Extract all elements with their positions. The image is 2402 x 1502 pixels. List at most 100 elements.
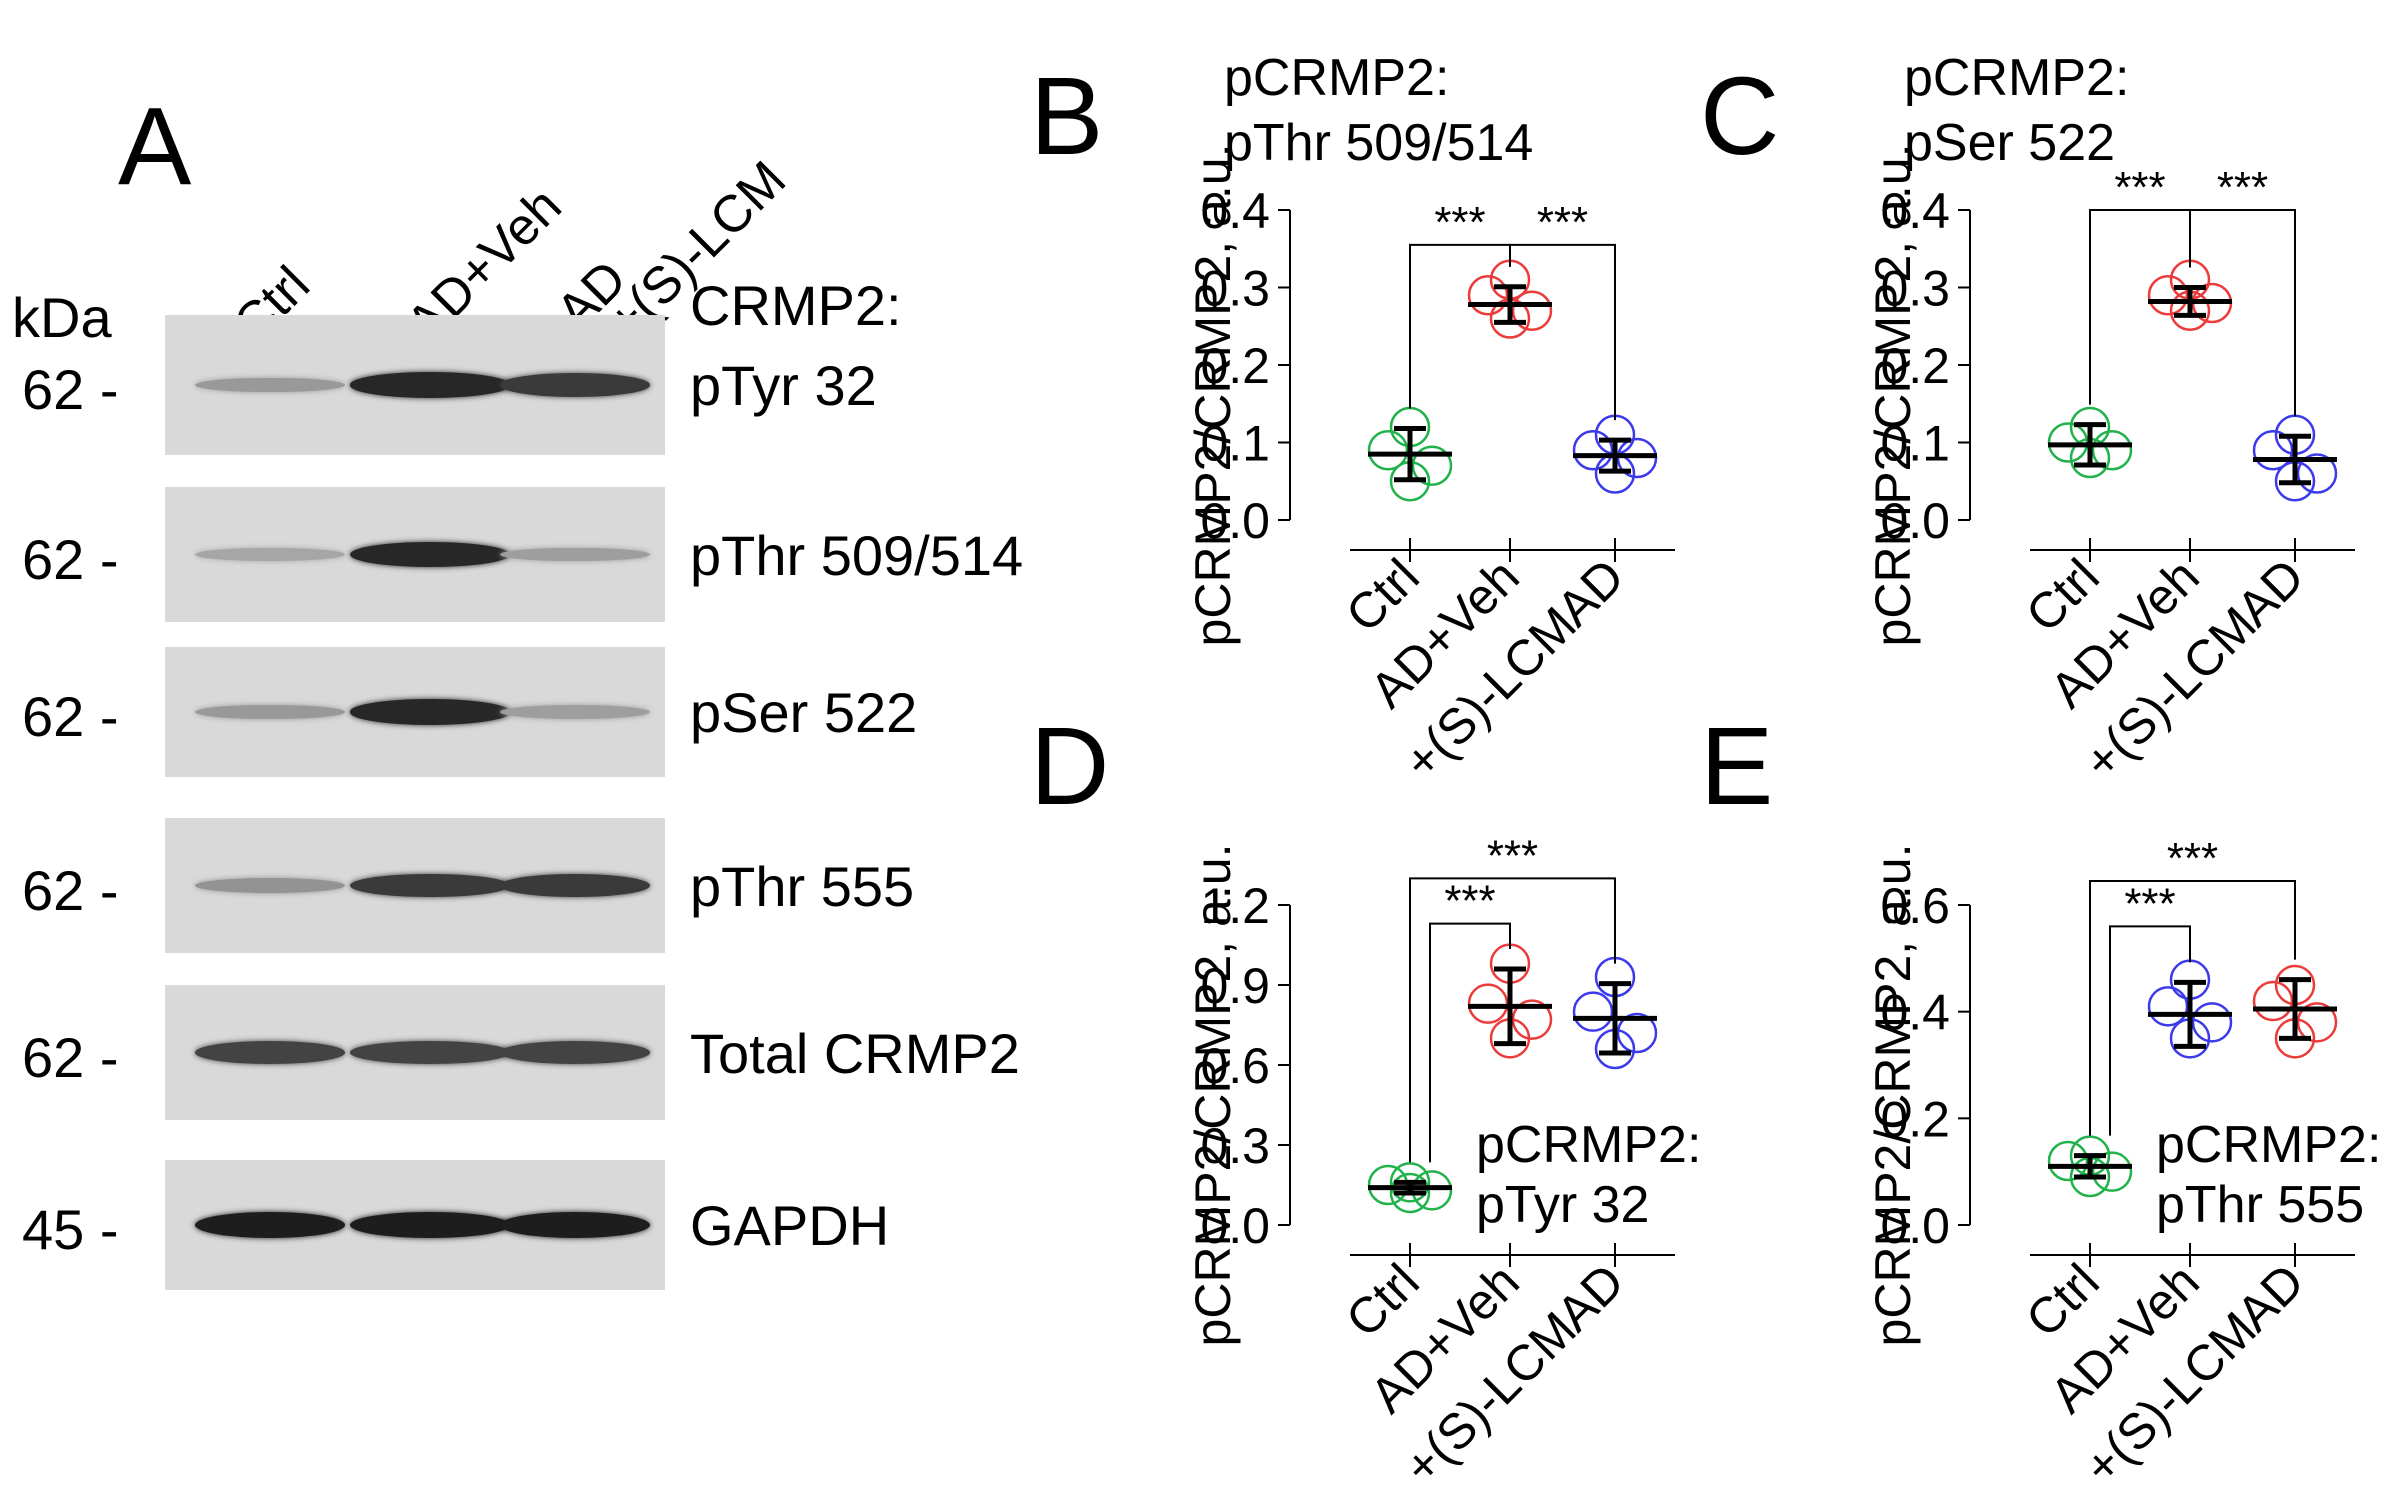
blot-band — [350, 1211, 510, 1239]
data-point — [2296, 1002, 2338, 1043]
blot-band — [195, 377, 345, 393]
blot-band — [195, 877, 345, 893]
chart-title: pCRMP2: — [1476, 1116, 1701, 1174]
chart-title: pSer 522 — [1904, 114, 2115, 172]
data-point — [1572, 991, 1614, 1032]
data-point — [1367, 430, 1409, 471]
significance-label: *** — [2124, 879, 2175, 928]
y-tick-label: 0.2 — [1200, 338, 1270, 394]
significance-bracket — [1509, 243, 1616, 421]
data-point — [1411, 445, 1453, 486]
blot-band — [350, 699, 510, 725]
data-point — [2252, 980, 2294, 1022]
data-point — [1467, 983, 1509, 1024]
chart-e: pCRMP2/CRMP2, a.u.0.00.20.40.6CtrlAD+Veh… — [1865, 834, 2381, 1495]
y-tick-label: 0.4 — [1880, 183, 1950, 239]
blot-mw-label: 62 - — [22, 527, 119, 591]
blot-band — [195, 1211, 345, 1239]
chart-title: pCRMP2: — [1904, 49, 2129, 107]
significance-bracket — [2109, 925, 2191, 1136]
blot-band — [195, 547, 345, 562]
blot-label: pSer 522 — [690, 681, 918, 744]
blot-strip — [165, 315, 665, 455]
y-tick-label: 0.6 — [1200, 1038, 1270, 1094]
blot-label: pThr 555 — [690, 854, 915, 918]
panel-label-d: D — [1030, 705, 1110, 828]
y-axis-label: pCRMP2/CRMP2, a.u. — [1865, 844, 1921, 1347]
y-tick-label: 1.2 — [1200, 878, 1270, 934]
panel-label-b: B — [1030, 55, 1104, 178]
y-tick-label: 0.1 — [1200, 416, 1270, 472]
blot-strip — [165, 487, 665, 622]
y-tick-label: 0.6 — [1880, 878, 1950, 934]
y-tick-label: 0.4 — [1200, 183, 1270, 239]
blot-label: pThr 509/514 — [690, 523, 1024, 587]
data-point — [1389, 1172, 1431, 1214]
significance-bracket — [2089, 209, 2191, 405]
y-tick-label: 0.9 — [1200, 958, 1270, 1014]
blot-strip — [165, 1160, 665, 1290]
data-point — [1511, 290, 1553, 331]
blot-band — [350, 541, 510, 568]
chart-c: pCRMP2/CRMP2, a.u.0.00.10.20.30.4CtrlAD+… — [1865, 49, 2355, 790]
data-point — [1572, 430, 1614, 471]
chart-title: pTyr 32 — [1476, 1176, 1649, 1234]
data-point — [2147, 986, 2189, 1027]
y-tick-label: 0.2 — [1880, 1091, 1950, 1147]
chart-b: pCRMP2/CRMP2, a.u.0.00.10.20.30.4CtrlAD+… — [1185, 49, 1675, 790]
blot-mw-label: 62 - — [22, 858, 119, 922]
data-point — [2147, 275, 2189, 316]
blot-label: pTyr 32 — [690, 354, 877, 417]
chart-title: pCRMP2: — [1224, 49, 1449, 107]
blot-strip — [165, 647, 665, 777]
data-point — [2296, 453, 2338, 494]
blot-band — [500, 1041, 650, 1064]
blot-band — [500, 705, 650, 719]
blot-strip — [165, 985, 665, 1120]
data-point — [1367, 1164, 1409, 1206]
data-point — [1616, 1012, 1658, 1054]
y-tick-label: 0.2 — [1880, 338, 1950, 394]
mw-unit-label: kDa — [12, 286, 112, 349]
panel-label-e: E — [1700, 705, 1774, 828]
significance-label: *** — [1537, 198, 1588, 247]
y-tick-label: 0.0 — [1880, 493, 1950, 549]
y-tick-label: 0.3 — [1200, 1118, 1270, 1174]
data-point — [2191, 1002, 2233, 1043]
blot-strip — [165, 818, 665, 953]
y-axis-label: pCRMP2/CRMP2, a.u. — [1865, 144, 1921, 647]
significance-label: *** — [2167, 834, 2218, 883]
blot-band — [195, 1041, 345, 1064]
significance-bracket — [2089, 880, 2296, 1136]
y-tick-label: 0.4 — [1880, 985, 1950, 1041]
blot-band — [500, 873, 650, 898]
panel-label-a: A — [118, 85, 192, 208]
y-axis-label: pCRMP2/CRMP2, a.u. — [1185, 144, 1241, 647]
blot-mw-label: 45 - — [22, 1198, 119, 1261]
data-point — [2091, 430, 2133, 471]
significance-label: *** — [2114, 163, 2165, 212]
panel-label-c: C — [1700, 55, 1780, 178]
chart-title: pThr 555 — [2156, 1176, 2364, 1234]
blot-label: Total CRMP2 — [690, 1021, 1020, 1085]
significance-bracket — [1409, 877, 1616, 1163]
data-point — [1467, 275, 1509, 316]
blot-mw-label: 62 - — [22, 1025, 119, 1089]
y-tick-label: 0.0 — [1880, 1198, 1950, 1254]
blot-mw-label: 62 - — [22, 358, 119, 421]
blot-band — [500, 373, 650, 397]
y-tick-label: 0.3 — [1200, 261, 1270, 317]
significance-bracket — [2189, 209, 2296, 417]
y-tick-label: 0.1 — [1880, 416, 1950, 472]
significance-label: *** — [1444, 877, 1495, 926]
blot-band — [500, 547, 650, 562]
y-tick-label: 0.0 — [1200, 493, 1270, 549]
y-tick-label: 0.0 — [1200, 1198, 1270, 1254]
blot-band — [195, 704, 345, 720]
blot-band — [500, 1211, 650, 1239]
significance-label: *** — [1434, 198, 1485, 247]
significance-label: *** — [1487, 831, 1538, 880]
chart-title: pCRMP2: — [2156, 1116, 2381, 1174]
blot-label: GAPDH — [690, 1194, 890, 1257]
chart-title: pThr 509/514 — [1224, 114, 1533, 172]
